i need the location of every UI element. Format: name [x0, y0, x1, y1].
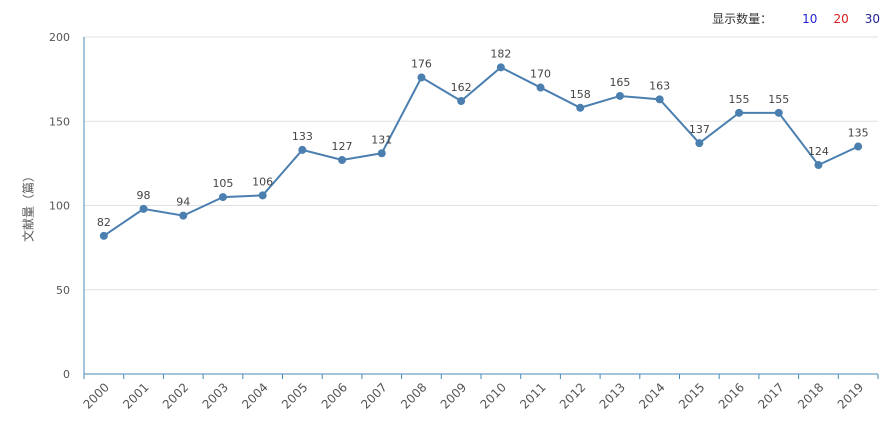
data-point [576, 103, 585, 112]
x-tick-label: 2011 [517, 380, 548, 411]
x-tick-label: 2000 [80, 380, 111, 411]
x-tick-label: 2009 [438, 380, 469, 411]
x-tick-label: 2008 [398, 380, 429, 411]
data-point [774, 108, 783, 117]
data-label: 106 [252, 175, 273, 188]
y-tick-label: 200 [49, 31, 70, 44]
x-tick-label: 2014 [636, 380, 667, 411]
data-label: 165 [609, 76, 630, 89]
data-point [417, 73, 426, 82]
data-label: 124 [808, 145, 829, 158]
data-point [179, 211, 188, 220]
x-tick-label: 2007 [358, 380, 389, 411]
x-tick-label: 2016 [716, 380, 747, 411]
display-count-label: 显示数量： [712, 12, 773, 26]
data-point [218, 193, 227, 202]
data-label: 105 [212, 177, 233, 190]
data-label: 163 [649, 79, 670, 92]
data-label: 182 [490, 47, 511, 60]
y-tick-label: 0 [63, 368, 70, 381]
y-tick-label: 50 [56, 284, 70, 297]
x-tick-label: 2004 [239, 380, 270, 411]
x-tick-label: 2012 [557, 380, 588, 411]
display-count-toolbar: 显示数量： 10 20 30 [712, 10, 880, 27]
data-label: 158 [570, 88, 591, 101]
data-point [139, 204, 148, 213]
data-point [655, 95, 664, 104]
data-point [814, 161, 823, 170]
y-tick-label: 150 [49, 115, 70, 128]
x-tick-label: 2002 [160, 380, 191, 411]
data-label: 155 [768, 93, 789, 106]
data-label: 131 [371, 133, 392, 146]
x-tick-label: 2018 [795, 380, 826, 411]
x-tick-label: 2010 [477, 380, 508, 411]
series-line [103, 66, 859, 237]
data-label: 137 [689, 123, 710, 136]
data-label: 135 [848, 127, 869, 140]
data-point [258, 191, 267, 200]
data-label: 155 [729, 93, 750, 106]
data-label: 127 [332, 140, 353, 153]
data-point [854, 142, 863, 151]
data-point [99, 231, 108, 240]
x-tick-label: 2003 [200, 380, 231, 411]
data-point [536, 83, 545, 92]
x-tick-label: 2019 [835, 380, 866, 411]
y-tick-label: 100 [49, 200, 70, 213]
data-point [457, 97, 466, 106]
display-count-option-20[interactable]: 20 [833, 11, 849, 26]
data-label: 176 [411, 57, 432, 70]
data-label: 98 [137, 189, 151, 202]
data-point [735, 108, 744, 117]
data-label: 162 [451, 81, 472, 94]
data-point [615, 91, 624, 100]
data-label: 94 [176, 196, 190, 209]
x-tick-label: 2017 [755, 380, 786, 411]
x-tick-label: 2005 [279, 380, 310, 411]
data-point [298, 145, 307, 154]
x-tick-label: 2006 [319, 380, 350, 411]
data-point [377, 149, 386, 158]
x-tick-label: 2015 [676, 380, 707, 411]
data-point [695, 139, 704, 148]
display-count-option-10[interactable]: 10 [802, 11, 818, 26]
data-label: 133 [292, 130, 313, 143]
data-label: 82 [97, 216, 111, 229]
x-tick-label: 2001 [120, 380, 151, 411]
x-tick-label: 2013 [597, 380, 628, 411]
display-count-option-30[interactable]: 30 [864, 11, 880, 26]
data-label: 170 [530, 68, 551, 81]
data-point [496, 63, 505, 72]
data-point [338, 156, 347, 165]
